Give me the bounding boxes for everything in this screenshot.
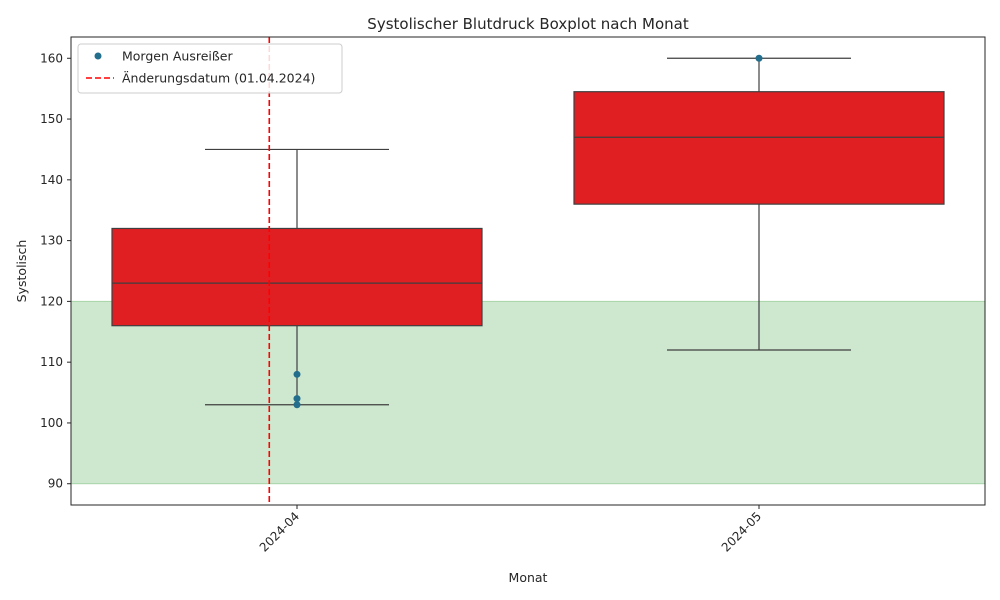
legend: Morgen Ausreißer Änderungsdatum (01.04.2… <box>77 43 343 94</box>
y-tick-label: 140 <box>40 173 63 187</box>
plot-frame <box>70 36 986 506</box>
y-tick-label: 150 <box>40 112 63 126</box>
y-tick-label: 100 <box>40 416 63 430</box>
outlier-point <box>755 54 763 62</box>
box-2024-04 <box>111 148 483 406</box>
interquartile-box <box>111 227 483 327</box>
legend-outlier-marker <box>94 52 102 60</box>
y-tick-label: 160 <box>40 51 63 65</box>
outlier-point <box>293 370 301 378</box>
y-tick-label: 90 <box>48 477 63 491</box>
x-tick-label: 2024-05 <box>719 509 764 554</box>
x-tick-label: 2024-04 <box>257 509 302 554</box>
legend-outlier-label: Morgen Ausreißer <box>122 49 233 64</box>
box-2024-05 <box>573 57 945 351</box>
y-axis-label: Systolisch <box>14 240 29 303</box>
outlier-point <box>293 395 301 403</box>
y-tick-label: 120 <box>40 294 63 308</box>
x-axis-label: Monat <box>509 570 548 585</box>
legend-reference-line-label: Änderungsdatum (01.04.2024) <box>122 71 315 86</box>
chart-title: Systolischer Blutdruck Boxplot nach Mona… <box>367 15 689 33</box>
interquartile-box <box>573 91 945 205</box>
target-range-band <box>70 300 986 485</box>
outlier-point <box>293 401 301 409</box>
legend-frame <box>77 43 343 94</box>
y-tick-label: 110 <box>40 355 63 369</box>
y-tick-label: 130 <box>40 234 63 248</box>
